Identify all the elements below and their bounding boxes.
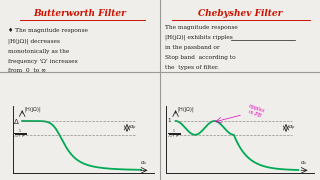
Text: in the passband or: in the passband or (165, 44, 220, 50)
Text: |H(jΩ)| decreases: |H(jΩ)| decreases (8, 38, 60, 44)
Text: Chebyshev Filter: Chebyshev Filter (198, 8, 282, 17)
Text: Butterworth Filter: Butterworth Filter (34, 8, 126, 17)
Text: Stop band  according to: Stop band according to (165, 55, 236, 60)
Text: the  types of filter.: the types of filter. (165, 64, 219, 69)
Text: from  0  to ∞: from 0 to ∞ (8, 68, 46, 73)
Text: frequency 'Ω' increases: frequency 'Ω' increases (8, 58, 78, 64)
Text: $\alpha_s$: $\alpha_s$ (140, 159, 147, 167)
Text: |H(j$\Omega$)|: |H(j$\Omega$)| (24, 105, 41, 114)
Text: $\Delta$: $\Delta$ (13, 116, 20, 125)
Text: $\alpha_p$: $\alpha_p$ (288, 123, 296, 132)
Text: $\alpha_p$: $\alpha_p$ (129, 123, 137, 132)
Text: ♦ The magnitude response: ♦ The magnitude response (8, 27, 88, 33)
Text: |H(j$\Omega$)|: |H(j$\Omega$)| (177, 105, 195, 114)
Text: $\frac{1}{\sqrt{1+\epsilon^2}}$: $\frac{1}{\sqrt{1+\epsilon^2}}$ (13, 129, 27, 141)
Text: ripples
in PB: ripples in PB (245, 103, 265, 119)
Text: 1: 1 (167, 118, 171, 123)
Text: $\alpha_s$: $\alpha_s$ (300, 159, 307, 167)
Text: monotonically as the: monotonically as the (8, 48, 69, 53)
Text: The magnitude response: The magnitude response (165, 24, 238, 30)
Text: $\frac{1}{\sqrt{1+\epsilon^2}}$: $\frac{1}{\sqrt{1+\epsilon^2}}$ (167, 129, 181, 141)
Text: |H(jΩ)| exhibits ripples: |H(jΩ)| exhibits ripples (165, 34, 233, 40)
